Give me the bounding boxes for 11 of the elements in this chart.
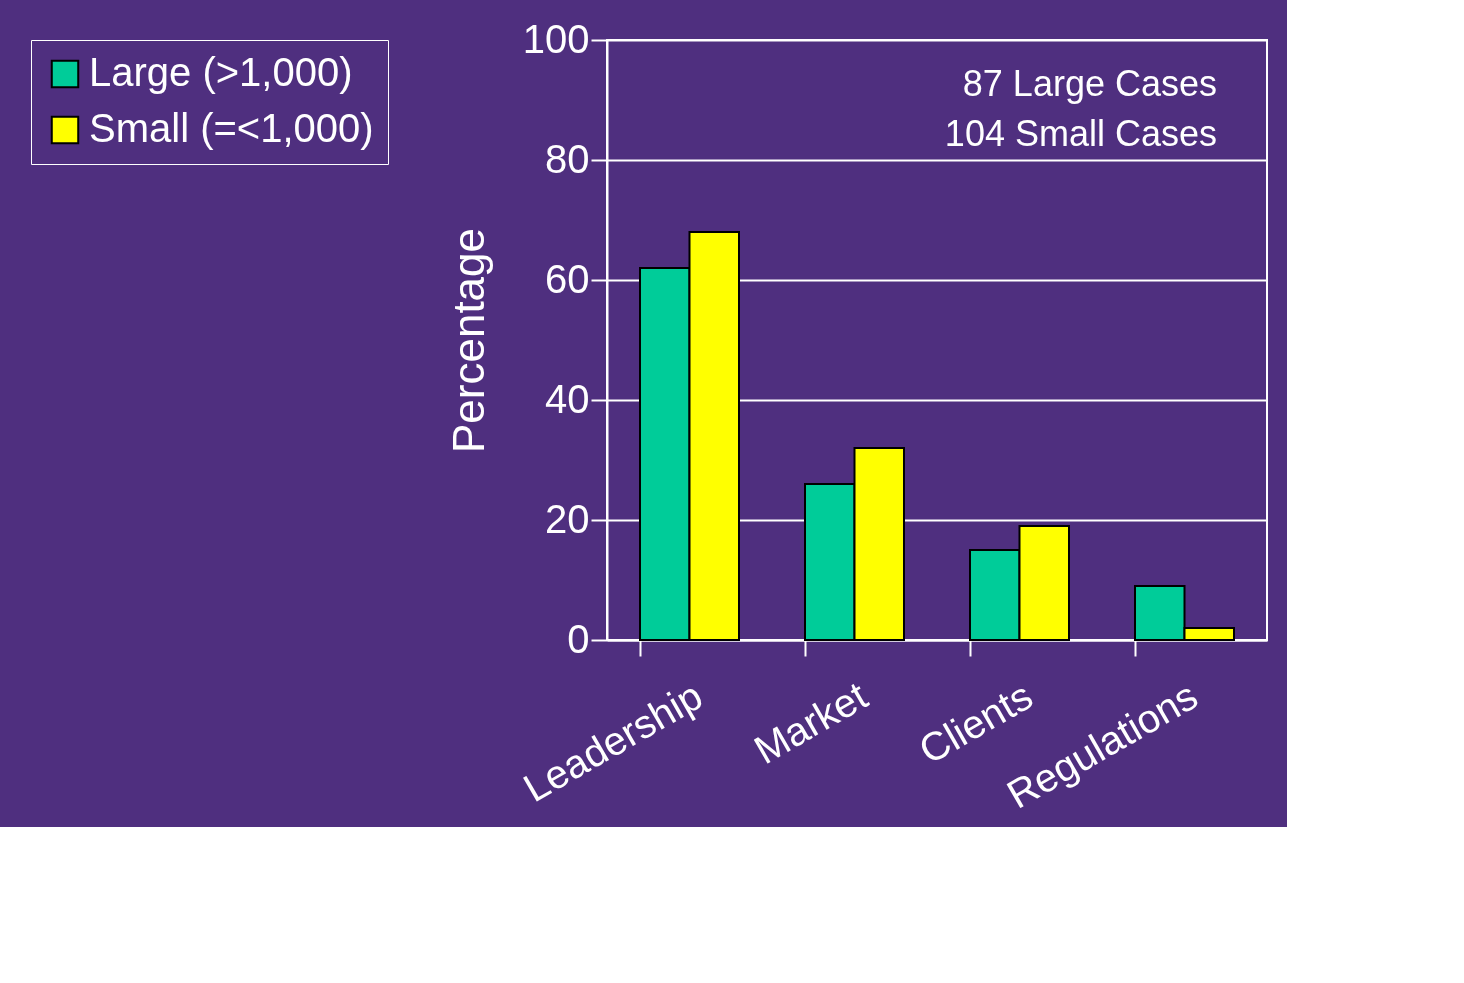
y-tick-label: 100 bbox=[522, 16, 590, 61]
y-tick-label: 0 bbox=[567, 616, 590, 661]
annotation: 104 Small Cases bbox=[944, 113, 1217, 154]
y-tick-label: 20 bbox=[545, 496, 590, 541]
annotation: 87 Large Cases bbox=[962, 63, 1217, 104]
y-tick-label: 40 bbox=[545, 376, 590, 421]
y-axis-title: Percentage bbox=[443, 227, 493, 454]
y-tick-label: 80 bbox=[545, 136, 590, 181]
y-tick-label: 60 bbox=[545, 256, 590, 301]
legend-label: Small (=<1,000) bbox=[89, 106, 374, 150]
legend-label: Large (>1,000) bbox=[89, 50, 353, 94]
